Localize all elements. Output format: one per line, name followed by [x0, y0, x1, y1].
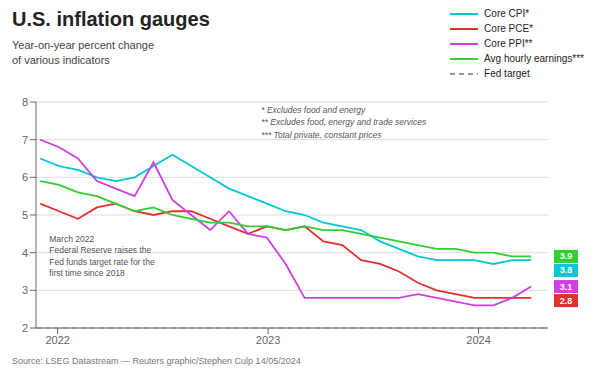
svg-text:2022: 2022	[45, 334, 69, 346]
svg-text:2024: 2024	[466, 334, 490, 346]
svg-text:3.8: 3.8	[560, 265, 573, 275]
svg-text:March 2022Federal Reserve rais: March 2022Federal Reserve raises theFed …	[49, 234, 155, 278]
html-text:Core PPI**: Core PPI**	[484, 38, 533, 49]
svg-text:2.8: 2.8	[560, 296, 573, 306]
html-text:Core CPI*: Core CPI*	[484, 8, 530, 19]
svg-text:5: 5	[22, 209, 28, 221]
svg-text:4: 4	[22, 247, 28, 259]
html-text:** Excludes food, energy and t: ** Excludes food, energy and trade servi…	[261, 117, 427, 128]
svg-text:2023: 2023	[256, 334, 280, 346]
html-text:*** Total private, constant pr: *** Total private, constant prices	[261, 129, 382, 140]
svg-text:3: 3	[22, 284, 28, 296]
html-text:Avg hourly earnings***: Avg hourly earnings***	[484, 53, 584, 64]
svg-text:3.9: 3.9	[560, 251, 573, 261]
svg-text:6: 6	[22, 171, 28, 183]
svg-text:2: 2	[22, 322, 28, 334]
svg-text:3.1: 3.1	[560, 282, 573, 292]
html-text:* Excludes food and energy: * Excludes food and energy	[261, 105, 366, 115]
html-text:Source: LSEG Datastream — Reut: Source: LSEG Datastream — Reuters graphi…	[12, 356, 301, 366]
html-text:Fed target: Fed target	[484, 68, 530, 79]
svg-text:8: 8	[22, 96, 28, 108]
html-text:Year-on-year percent change of: Year-on-year percent change of various i…	[12, 39, 155, 67]
svg-text:7: 7	[22, 134, 28, 146]
html-text:U.S. inflation gauges: U.S. inflation gauges	[12, 8, 210, 30]
html-text:Core PCE*: Core PCE*	[484, 23, 533, 34]
